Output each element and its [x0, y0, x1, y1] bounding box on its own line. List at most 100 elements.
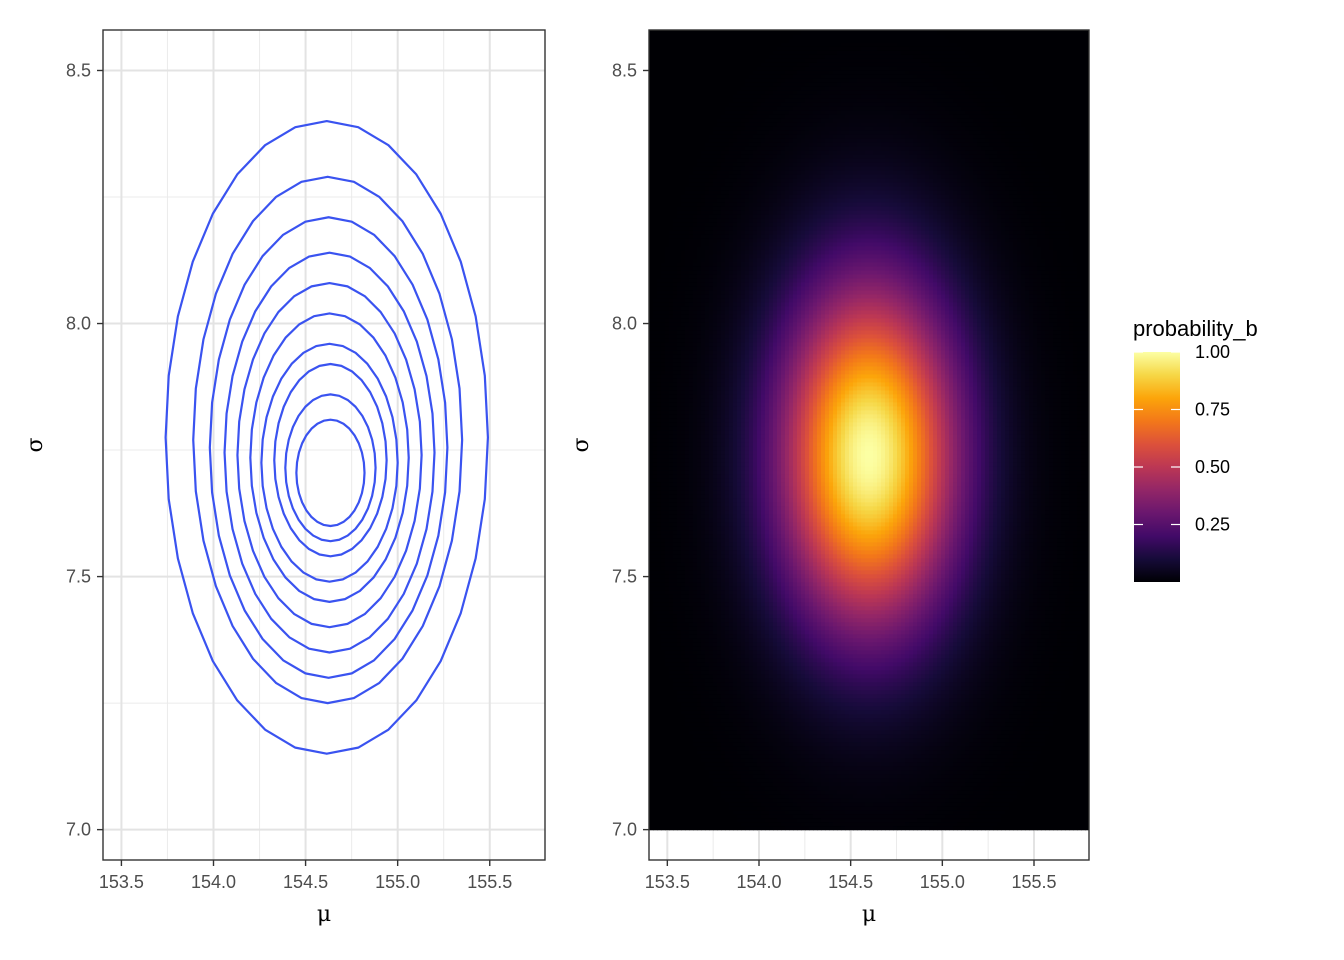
heatmap-tile: [669, 209, 674, 215]
heatmap-tile: [713, 669, 718, 675]
heatmap-tile: [669, 249, 674, 255]
heatmap-tile: [717, 797, 722, 803]
heatmap-tile: [709, 577, 714, 583]
heatmap-tile: [673, 769, 678, 775]
heatmap-tile: [681, 413, 686, 419]
heatmap-tile: [673, 205, 678, 211]
heatmap-tile: [725, 649, 730, 655]
heatmap-tile: [741, 213, 746, 219]
heatmap-tile: [661, 745, 666, 751]
heatmap-tile: [701, 397, 706, 403]
heatmap-tile: [649, 521, 654, 527]
heatmap-tile: [741, 449, 746, 455]
heatmap-tile: [681, 325, 686, 331]
heatmap-tile: [721, 145, 726, 151]
heatmap-tile: [661, 537, 666, 543]
heatmap-tile: [725, 201, 730, 207]
heatmap-tile: [693, 341, 698, 347]
heatmap-tile: [705, 305, 710, 311]
heatmap-tile: [741, 705, 746, 711]
heatmap-tile: [729, 585, 734, 591]
heatmap-tile: [677, 561, 682, 567]
heatmap-tile: [685, 641, 690, 647]
heatmap-tile: [705, 541, 710, 547]
heatmap-tile: [725, 469, 730, 475]
heatmap-tile: [685, 785, 690, 791]
heatmap-tile: [653, 477, 658, 483]
heatmap-tile: [741, 153, 746, 159]
heatmap-tile: [713, 145, 718, 151]
heatmap-tile: [729, 129, 734, 135]
heatmap-tile: [705, 825, 710, 831]
heatmap-tile: [681, 433, 686, 439]
heatmap-tile: [673, 129, 678, 135]
heatmap-tile: [733, 433, 738, 439]
heatmap-tile: [661, 733, 666, 739]
heatmap-tile: [649, 145, 654, 151]
heatmap-tile: [725, 381, 730, 387]
heatmap-tile: [717, 693, 722, 699]
heatmap-tile: [733, 669, 738, 675]
heatmap-tile: [701, 505, 706, 511]
heatmap-tile: [657, 73, 662, 79]
heatmap-tile: [713, 30, 718, 35]
heatmap-tile: [677, 297, 682, 303]
heatmap-tile: [733, 501, 738, 507]
heatmap-tile: [653, 285, 658, 291]
heatmap-tile: [705, 757, 710, 763]
contour-line: [284, 393, 377, 543]
heatmap-tile: [725, 105, 730, 111]
heatmap-tile: [741, 177, 746, 183]
heatmap-tile: [657, 269, 662, 275]
heatmap-tile: [669, 689, 674, 695]
heatmap-tile: [685, 657, 690, 663]
heatmap-tile: [717, 813, 722, 819]
heatmap-tile: [725, 661, 730, 667]
heatmap-tile: [697, 553, 702, 559]
heatmap-tile: [725, 421, 730, 427]
heatmap-tile: [745, 325, 750, 331]
heatmap-tile: [697, 237, 702, 243]
heatmap-tile: [661, 445, 666, 451]
heatmap-tile: [737, 57, 742, 63]
heatmap-tile: [717, 613, 722, 619]
heatmap-tile: [745, 421, 750, 427]
heatmap-tile: [737, 553, 742, 559]
heatmap-tile: [697, 541, 702, 547]
heatmap-tile: [697, 805, 702, 811]
heatmap-tile: [745, 565, 750, 571]
heatmap-tile: [705, 229, 710, 235]
heatmap-tile: [733, 617, 738, 623]
heatmap-tile: [705, 393, 710, 399]
heatmap-tile: [717, 109, 722, 115]
heatmap-tile: [733, 633, 738, 639]
heatmap-tile: [693, 549, 698, 555]
heatmap-tile: [741, 529, 746, 535]
heatmap-tile: [661, 77, 666, 83]
heatmap-tile: [721, 233, 726, 239]
heatmap-tile: [721, 813, 726, 819]
heatmap-tile: [717, 617, 722, 623]
heatmap-tile: [721, 553, 726, 559]
heatmap-tile: [649, 805, 654, 811]
heatmap-tile: [737, 181, 742, 187]
heatmap-tile: [661, 161, 666, 167]
heatmap-tile: [661, 109, 666, 115]
heatmap-tile: [745, 613, 750, 619]
heatmap-tile: [721, 30, 726, 35]
heatmap-tile: [669, 613, 674, 619]
heatmap-tile: [737, 653, 742, 659]
heatmap-tile: [673, 789, 678, 795]
heatmap-tile: [709, 241, 714, 247]
heatmap-tile: [737, 817, 742, 823]
heatmap-tile: [745, 517, 750, 523]
heatmap-tile: [737, 429, 742, 435]
heatmap-tile: [705, 649, 710, 655]
heatmap-tile: [681, 749, 686, 755]
heatmap-tile: [745, 501, 750, 507]
heatmap-tile: [669, 109, 674, 115]
heatmap-tile: [705, 161, 710, 167]
heatmap-tile: [673, 589, 678, 595]
heatmap-tile: [689, 89, 694, 95]
heatmap-tile: [701, 229, 706, 235]
